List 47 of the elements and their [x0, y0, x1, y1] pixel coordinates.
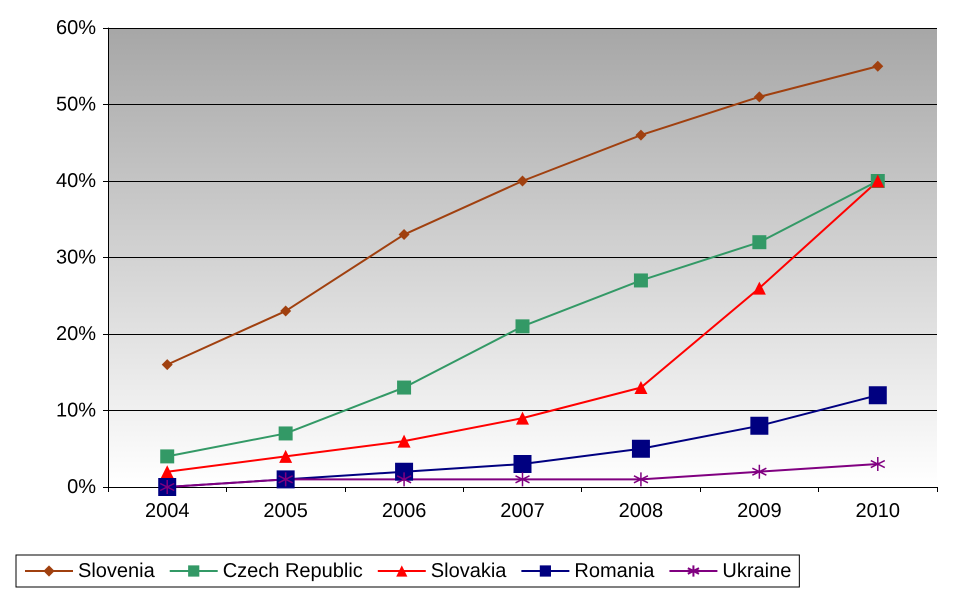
- y-tick-label: 0%: [67, 476, 96, 498]
- x-tick-label: 2004: [144, 500, 190, 522]
- x-tick-label: 2006: [382, 500, 426, 522]
- point: [398, 229, 410, 240]
- x-tick-label: 2009: [737, 500, 782, 522]
- point: [396, 472, 412, 488]
- point: [633, 472, 649, 488]
- point: [397, 380, 412, 395]
- point: [279, 450, 292, 463]
- point: [752, 282, 766, 295]
- y-tick-label: 40%: [56, 170, 96, 192]
- legend-label: Slovakia: [430, 560, 508, 582]
- point: [160, 465, 174, 478]
- y-tick-label: 30%: [56, 246, 96, 268]
- point: [514, 472, 530, 488]
- x-tick-label: 2007: [500, 500, 545, 522]
- point: [160, 449, 174, 464]
- x-tick-label: 2008: [618, 500, 664, 522]
- point: [634, 273, 648, 288]
- y-tick-label: 10%: [56, 400, 96, 422]
- point: [634, 381, 648, 394]
- x-tick-label: 2005: [263, 500, 308, 522]
- point: [280, 306, 292, 317]
- point: [870, 456, 886, 472]
- point: [398, 434, 411, 448]
- legend-label: Slovenia: [78, 560, 156, 582]
- point: [278, 426, 293, 440]
- point: [632, 440, 650, 458]
- point: [752, 464, 768, 480]
- point: [517, 176, 528, 186]
- point: [516, 412, 529, 425]
- point: [752, 235, 766, 250]
- point: [162, 359, 173, 370]
- point: [514, 455, 532, 474]
- legend-label: Romania: [574, 560, 656, 582]
- y-tick-label: 20%: [56, 323, 96, 345]
- point: [868, 386, 887, 404]
- y-tick-label: 50%: [56, 94, 96, 116]
- legend-label: Ukraine: [722, 560, 792, 582]
- y-tick-label: 60%: [56, 17, 96, 39]
- point: [872, 60, 884, 72]
- legend-label: Czech Republic: [222, 560, 363, 582]
- point: [635, 130, 646, 141]
- x-tick-label: 2010: [856, 500, 900, 522]
- point: [750, 416, 768, 435]
- point: [516, 319, 530, 334]
- point: [754, 91, 765, 102]
